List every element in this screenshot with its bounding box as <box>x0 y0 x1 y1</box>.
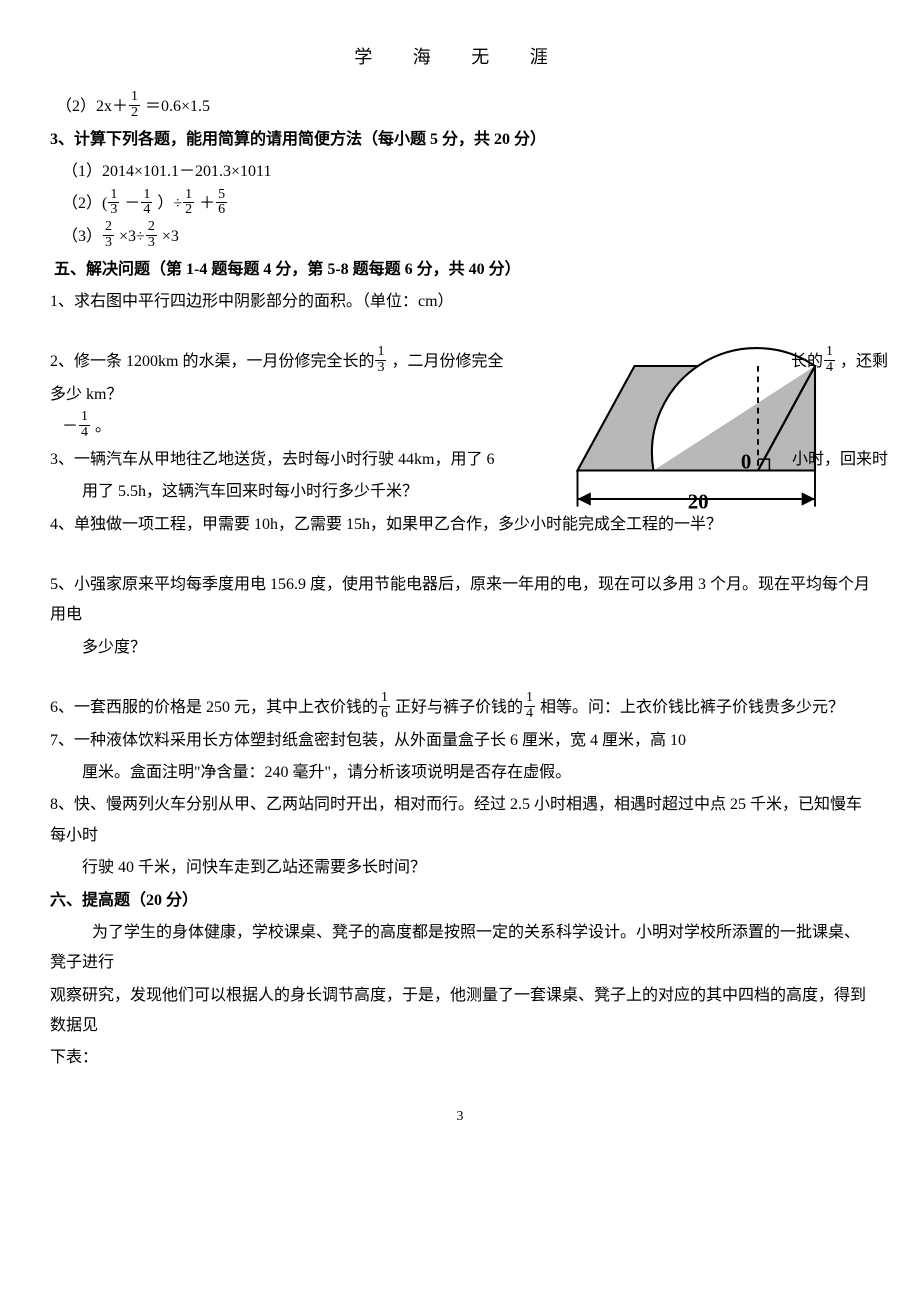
q3-2: （2）(13 －14 ）÷12 ＋56 <box>50 189 870 220</box>
section-3-title: 3、计算下列各题，能用简算的请用简便方法（每小题 5 分，共 20 分） <box>50 125 870 155</box>
text: 6、一套西服的价格是 250 元，其中上衣价钱的 <box>50 699 378 716</box>
text: ，二月份修完全 <box>387 353 503 370</box>
text: （3） <box>62 228 102 245</box>
text: 2、修一条 1200km 的水渠，一月份修完全长的 <box>50 353 374 370</box>
text: ＝0.6×1.5 <box>141 98 210 115</box>
arrow-left-icon <box>578 493 591 506</box>
dim-label: 20 <box>688 490 709 514</box>
fraction: 13 <box>108 188 119 218</box>
text: （2）2x＋ <box>56 98 128 115</box>
text: ×3÷ <box>115 228 145 245</box>
fraction: 14 <box>141 188 152 218</box>
text: 正好与裤子价钱的 <box>391 699 523 716</box>
text: ）÷ <box>153 195 182 212</box>
fraction: 14 <box>79 410 90 440</box>
fraction: 16 <box>379 691 390 721</box>
q5-8-line2: 行驶 40 千米，问快车走到乙站还需要多长时间？ <box>50 853 870 883</box>
fraction: 56 <box>216 188 227 218</box>
q3-3: （3）23 ×3÷23 ×3 <box>50 222 870 253</box>
equation-2: （2）2x＋12 ＝0.6×1.5 <box>50 92 870 123</box>
page-number: 3 <box>50 1104 870 1131</box>
q5-8-line1: 8、快、慢两列火车分别从甲、乙两站同时开出，相对而行。经过 2.5 小时相遇，相… <box>50 790 870 851</box>
fraction: 12 <box>129 90 140 120</box>
text: 长的 <box>791 353 823 370</box>
sec6-p2: 观察研究，发现他们可以根据人的身长调节高度，于是，他测量了一套课桌、凳子上的对应… <box>50 981 870 1042</box>
q5-1: 1、求右图中平行四边形中阴影部分的面积。（单位：cm） <box>50 287 870 317</box>
fraction: 12 <box>183 188 194 218</box>
fraction: 23 <box>103 220 114 250</box>
sec6-p3: 下表： <box>50 1043 870 1073</box>
q5-6: 6、一套西服的价格是 250 元，其中上衣价钱的16 正好与裤子价钱的14 相等… <box>50 693 870 724</box>
arrow-right-icon <box>802 493 815 506</box>
q5-2-tail: 长的14 ，还剩 <box>791 347 888 378</box>
q5-7-line1: 7、一种液体饮料采用长方体塑封纸盒密封包装，从外面量盒子长 6 厘米，宽 4 厘… <box>50 726 870 756</box>
fraction: 14 <box>524 691 535 721</box>
fraction: 23 <box>146 220 157 250</box>
q5-3-tail: 小时，回来时 <box>792 445 888 475</box>
text: 相等。问：上衣价钱比裤子价钱贵多少元？ <box>536 699 844 716</box>
text: （2）( <box>62 195 107 212</box>
page-header: 学 海 无 涯 <box>50 40 870 74</box>
q5-7-line2: 厘米。盒面注明"净含量：240 毫升"，请分析该项说明是否存在虚假。 <box>50 758 870 788</box>
section-5-title: 五、解决问题（第 1-4 题每题 4 分，第 5-8 题每题 6 分，共 40 … <box>50 255 870 285</box>
text: ，还剩 <box>836 353 888 370</box>
sec6-p1: 为了学生的身体健康，学校课桌、凳子的高度都是按照一定的关系科学设计。小明对学校所… <box>50 918 870 979</box>
q3-1: （1）2014×101.1－201.3×1011 <box>50 157 870 187</box>
fraction: 14 <box>824 345 835 375</box>
text: － <box>120 195 140 212</box>
text: ×3 <box>158 228 179 245</box>
q5-3-line1: 3、一辆汽车从甲地往乙地送货，去时每小时行驶 44km，用了 6 <box>50 445 530 475</box>
text: 。 <box>91 418 111 435</box>
text: ＋ <box>195 195 215 212</box>
section-6-title: 六、提高题（20 分） <box>50 886 870 916</box>
q5-5-line1: 5、小强家原来平均每季度用电 156.9 度，使用节能电器后，原来一年用的电，现… <box>50 570 870 631</box>
fraction: 13 <box>375 345 386 375</box>
text: － <box>62 418 78 435</box>
q5-2-line1: 2、修一条 1200km 的水渠，一月份修完全长的13 ，二月份修完全 <box>50 347 530 378</box>
q5-5-line2: 多少度？ <box>50 633 870 663</box>
